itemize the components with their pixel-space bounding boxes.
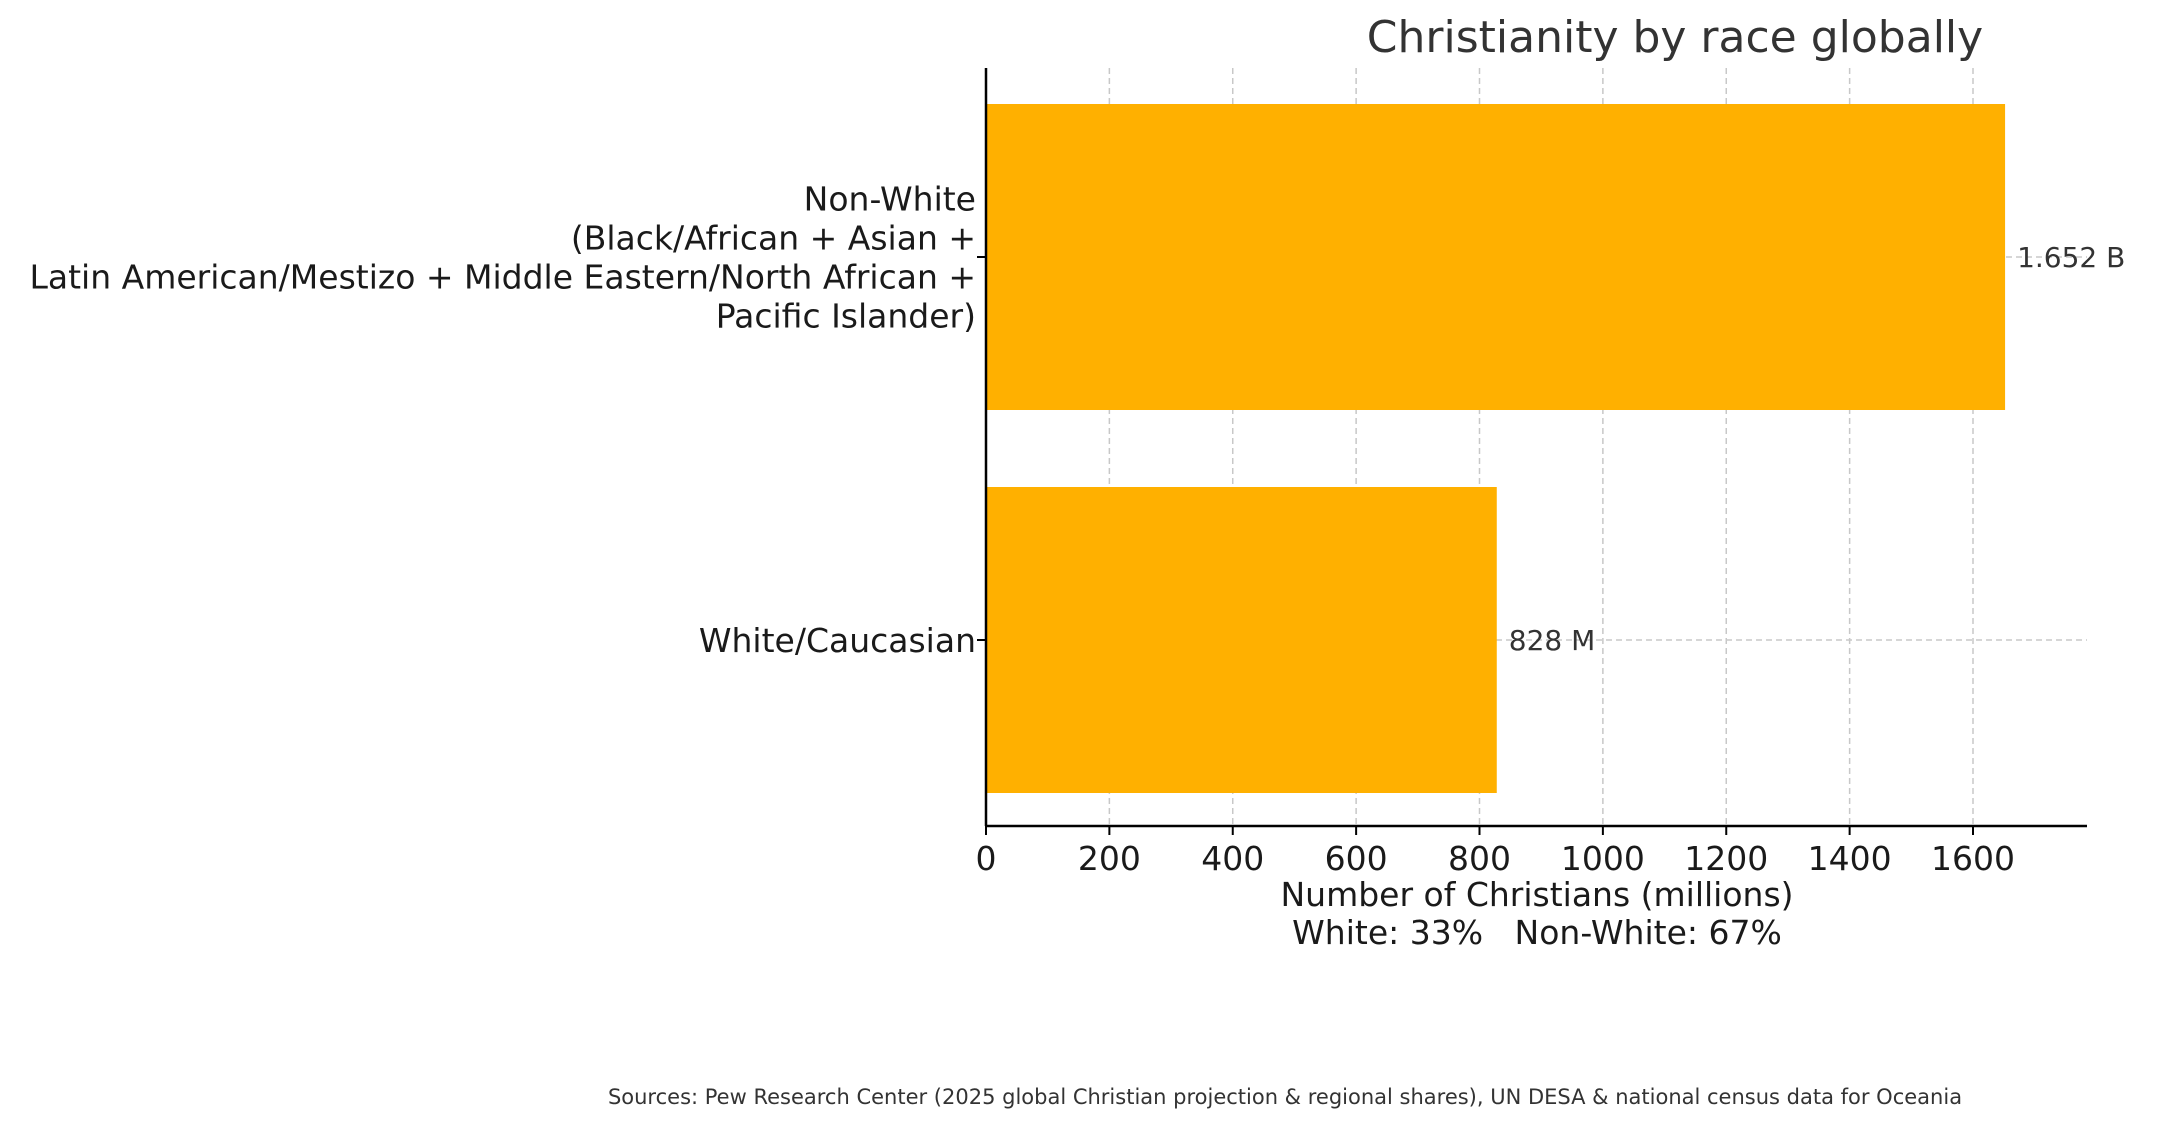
- x-tick-label: 1400: [1808, 839, 1892, 878]
- x-tick-label: 200: [1078, 839, 1141, 878]
- x-tick-label: 0: [976, 839, 997, 878]
- value-labels: 1.652 B 828 M: [1509, 241, 2126, 657]
- x-tick-label: 1600: [1931, 839, 2015, 878]
- x-tick-label: 400: [1201, 839, 1264, 878]
- category-labels: Non-White (Black/African + Asian + Latin A…: [30, 180, 976, 661]
- x-tick-label: 1000: [1561, 839, 1645, 878]
- bar: [986, 104, 2006, 410]
- value-label: 1.652 B: [2017, 241, 2125, 274]
- category-label: White/Caucasian: [699, 621, 976, 660]
- category-label: Non-White (Black/African + Asian + Latin A…: [30, 180, 976, 336]
- x-tick-label: 1200: [1684, 839, 1768, 878]
- x-tick-label: 600: [1325, 839, 1388, 878]
- x-tick-label: 800: [1448, 839, 1511, 878]
- x-axis-label: Number of Christians (millions): [1280, 875, 1793, 914]
- bars: [986, 104, 2006, 793]
- x-ticks: 0 200 400 600 800 1000 1200 1400 1600: [976, 256, 2015, 878]
- bar: [986, 487, 1497, 793]
- value-label: 828 M: [1509, 624, 1596, 657]
- axes: [984, 68, 2087, 828]
- source-note: Sources: Pew Research Center (2025 globa…: [608, 1085, 1962, 1109]
- x-axis-sublabel: White: 33% Non-White: 67%: [1292, 913, 1782, 952]
- chart-title: Christianity by race globally: [1367, 12, 1983, 63]
